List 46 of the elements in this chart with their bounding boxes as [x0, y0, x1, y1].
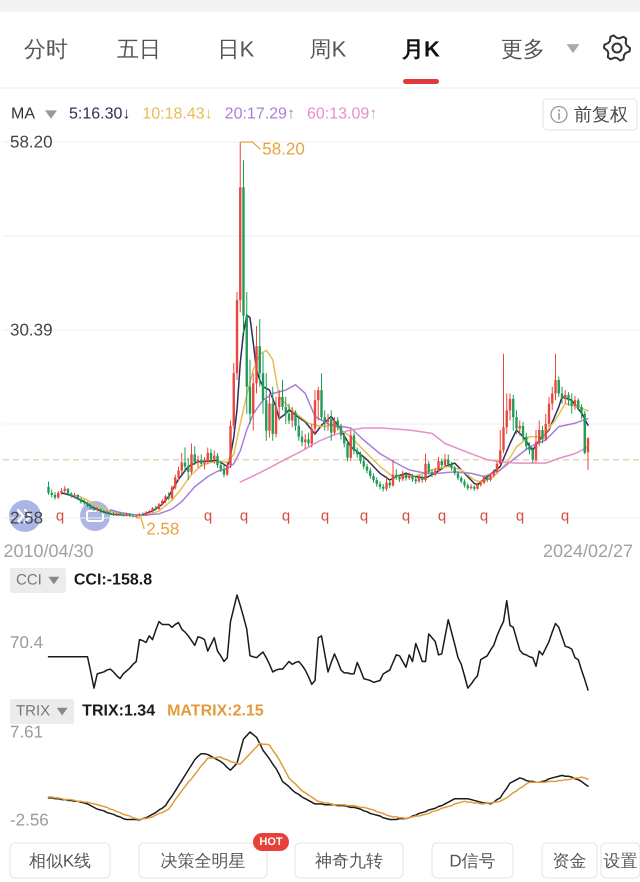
text: 更多	[501, 36, 545, 62]
annotation: 58.20	[262, 140, 305, 158]
annotation: q	[56, 508, 64, 524]
text: 资金	[552, 852, 586, 870]
text: 分时	[24, 36, 68, 62]
text: 70.4	[10, 633, 44, 652]
legend-label: TRIX:1.34	[82, 702, 156, 720]
legend-label: 5:16.30↓	[69, 106, 130, 122]
legend-title: CCI	[16, 572, 42, 588]
legend-label: 20:17.29↑	[224, 106, 295, 122]
legend-label: CCI:-158.8	[74, 572, 152, 588]
annotation: q	[360, 508, 368, 524]
legend-label: MATRIX:2.15	[167, 702, 264, 720]
text: 月K	[401, 36, 440, 62]
y-tick-label: 7.61	[10, 722, 44, 742]
legend-label: 10:18.43↓	[142, 106, 213, 122]
text: 相似K线	[28, 852, 92, 870]
annotation: q	[240, 508, 248, 524]
text: D信号	[449, 852, 496, 870]
text: 前复权	[574, 104, 628, 124]
text: 决策全明星	[160, 852, 246, 870]
line-series	[240, 427, 589, 483]
annotation: 2.58	[146, 520, 180, 538]
annotation: q	[204, 508, 212, 524]
text: 五日	[117, 36, 161, 62]
text: 日K	[218, 36, 255, 62]
y-tick-label: 2.58	[10, 508, 44, 528]
legend-title: MA	[11, 106, 35, 122]
text: 神奇九转	[315, 852, 383, 870]
x-tick-label: 2024/02/27	[542, 541, 634, 561]
annotation: q	[516, 508, 524, 524]
text: 周K	[310, 36, 347, 62]
x-tick-label: 2010/04/30	[3, 541, 94, 561]
y-tick-label: -2.56	[10, 810, 49, 830]
annotation: q	[560, 508, 570, 524]
text: 设置	[604, 852, 638, 870]
annotation: q	[402, 508, 410, 524]
y-tick-label: 58.20	[10, 132, 53, 152]
legend-title: TRIX	[16, 702, 50, 720]
annotation: q	[320, 508, 330, 524]
annotation: q	[438, 508, 446, 524]
legend-label: 60:13.09↑	[306, 106, 378, 122]
text: HOT	[259, 836, 283, 848]
annotation: q	[282, 508, 290, 524]
y-tick-label: 30.39	[10, 320, 53, 340]
annotation: q	[480, 508, 488, 524]
